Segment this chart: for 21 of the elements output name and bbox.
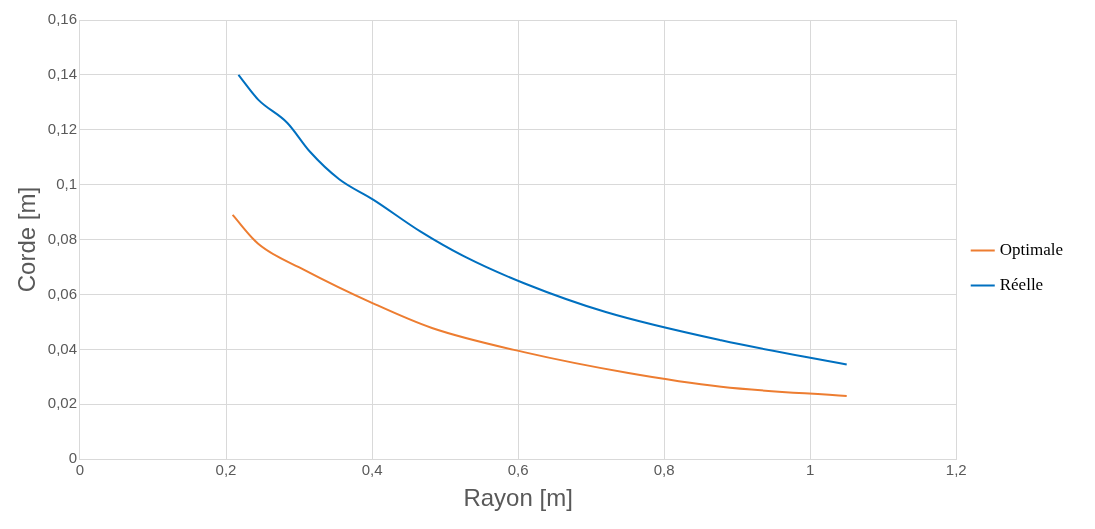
line-series [237, 73, 848, 366]
x-tick-label: 1 [806, 461, 815, 479]
x-axis-title: Rayon [m] [463, 484, 573, 512]
legend-label: Réelle [999, 274, 1044, 294]
x-tick-label: 0,8 [653, 461, 675, 479]
y-axis-title: Corde [m] [13, 186, 41, 293]
y-tick-label: 0,06 [47, 284, 77, 302]
y-tick-label: 0,04 [47, 339, 77, 357]
legend-label: Optimale [999, 239, 1064, 259]
x-tick-label: 0,2 [215, 461, 237, 479]
y-tick-label: 0 [68, 449, 77, 467]
y-tick-label: 0,1 [56, 174, 77, 192]
x-tick-label: 0,6 [507, 461, 529, 479]
x-tick-label: 0,4 [361, 461, 383, 479]
y-tick-label: 0,12 [47, 119, 77, 137]
y-tick-label: 0,02 [47, 394, 77, 412]
y-tick-label: 0,08 [47, 229, 77, 247]
x-tick-label: 1,2 [945, 461, 967, 479]
line-series [231, 213, 848, 398]
y-tick-label: 0,14 [47, 65, 77, 83]
y-tick-label: 0,16 [47, 10, 77, 28]
